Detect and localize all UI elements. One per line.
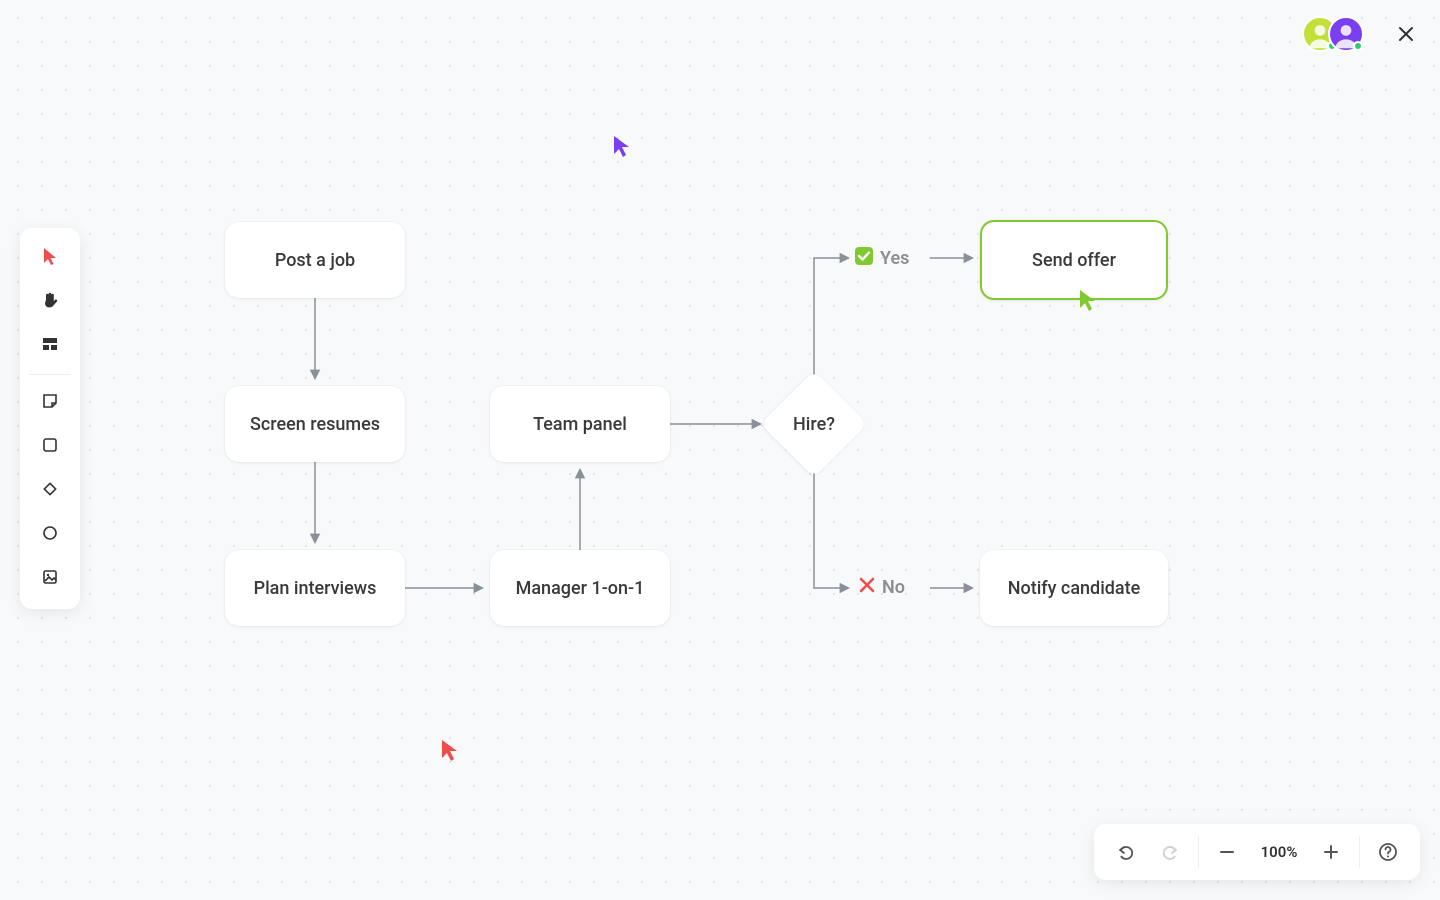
tool-image[interactable] bbox=[28, 557, 72, 601]
decision-text: Yes bbox=[880, 248, 909, 269]
cursor-icon bbox=[41, 246, 59, 270]
flow-node-plan_interviews[interactable]: Plan interviews bbox=[225, 550, 405, 626]
hand-icon bbox=[40, 290, 60, 314]
canvas[interactable]: Post a job Screen resumes Plan interviews M… bbox=[0, 0, 1440, 900]
separator bbox=[1359, 836, 1360, 868]
flow-node-screen_resumes[interactable]: Screen resumes bbox=[225, 386, 405, 462]
topbar-right bbox=[1302, 16, 1420, 52]
flow-node-send_offer[interactable]: Send offer bbox=[980, 220, 1168, 300]
collaborator-avatars[interactable] bbox=[1302, 16, 1364, 52]
flow-node-post_job[interactable]: Post a job bbox=[225, 222, 405, 298]
section-icon bbox=[41, 335, 59, 357]
presence-indicator bbox=[1353, 41, 1363, 51]
flow-node-manager_1on1[interactable]: Manager 1-on-1 bbox=[490, 550, 670, 626]
tool-diamond[interactable] bbox=[28, 469, 72, 513]
node-label: Hire? bbox=[776, 386, 852, 462]
zoom-toolbar: 100% bbox=[1094, 824, 1420, 880]
undo-button[interactable] bbox=[1104, 830, 1148, 874]
square-icon bbox=[41, 436, 59, 458]
edge-hire_q-no_branch bbox=[814, 470, 848, 588]
edge-hire_q-yes_branch bbox=[814, 258, 848, 378]
node-label: Notify candidate bbox=[1008, 578, 1141, 599]
collaborator-cursor-2 bbox=[1078, 288, 1098, 316]
diamond-icon bbox=[41, 480, 59, 502]
zoom-out-button[interactable] bbox=[1205, 830, 1249, 874]
flowchart-edges bbox=[0, 0, 1440, 900]
tool-pan[interactable] bbox=[28, 280, 72, 324]
tool-select[interactable] bbox=[28, 236, 72, 280]
redo-button[interactable] bbox=[1148, 830, 1192, 874]
tool-rect[interactable] bbox=[28, 425, 72, 469]
toolbar bbox=[20, 228, 80, 609]
node-label: Plan interviews bbox=[254, 578, 377, 599]
tool-section[interactable] bbox=[28, 324, 72, 368]
sticky-icon bbox=[41, 392, 59, 414]
zoom-level[interactable]: 100% bbox=[1249, 843, 1309, 861]
collaborator-cursor-1 bbox=[440, 738, 460, 766]
zoom-in-button[interactable] bbox=[1309, 830, 1353, 874]
node-label: Screen resumes bbox=[250, 414, 380, 435]
help-button[interactable] bbox=[1366, 830, 1410, 874]
image-icon bbox=[41, 568, 59, 590]
flow-node-hire_q[interactable]: Hire? bbox=[776, 386, 852, 462]
circle-icon bbox=[41, 524, 59, 546]
tool-sticky[interactable] bbox=[28, 381, 72, 425]
check-icon bbox=[854, 246, 874, 271]
node-label: Manager 1-on-1 bbox=[516, 578, 645, 599]
node-label: Send offer bbox=[1032, 250, 1116, 271]
decision-label-yes: Yes bbox=[854, 246, 909, 271]
separator bbox=[1198, 836, 1199, 868]
node-label: Post a job bbox=[275, 250, 355, 271]
toolbar-separator bbox=[29, 374, 71, 375]
avatar-1[interactable] bbox=[1328, 16, 1364, 52]
close-button[interactable] bbox=[1392, 20, 1420, 48]
node-label: Team panel bbox=[533, 414, 627, 435]
collaborator-cursor-0 bbox=[612, 134, 632, 162]
tool-ellipse[interactable] bbox=[28, 513, 72, 557]
x-icon bbox=[858, 576, 876, 599]
decision-text: No bbox=[882, 577, 905, 598]
flow-node-notify_candidate[interactable]: Notify candidate bbox=[980, 550, 1168, 626]
flow-node-team_panel[interactable]: Team panel bbox=[490, 386, 670, 462]
decision-label-no: No bbox=[858, 576, 905, 599]
